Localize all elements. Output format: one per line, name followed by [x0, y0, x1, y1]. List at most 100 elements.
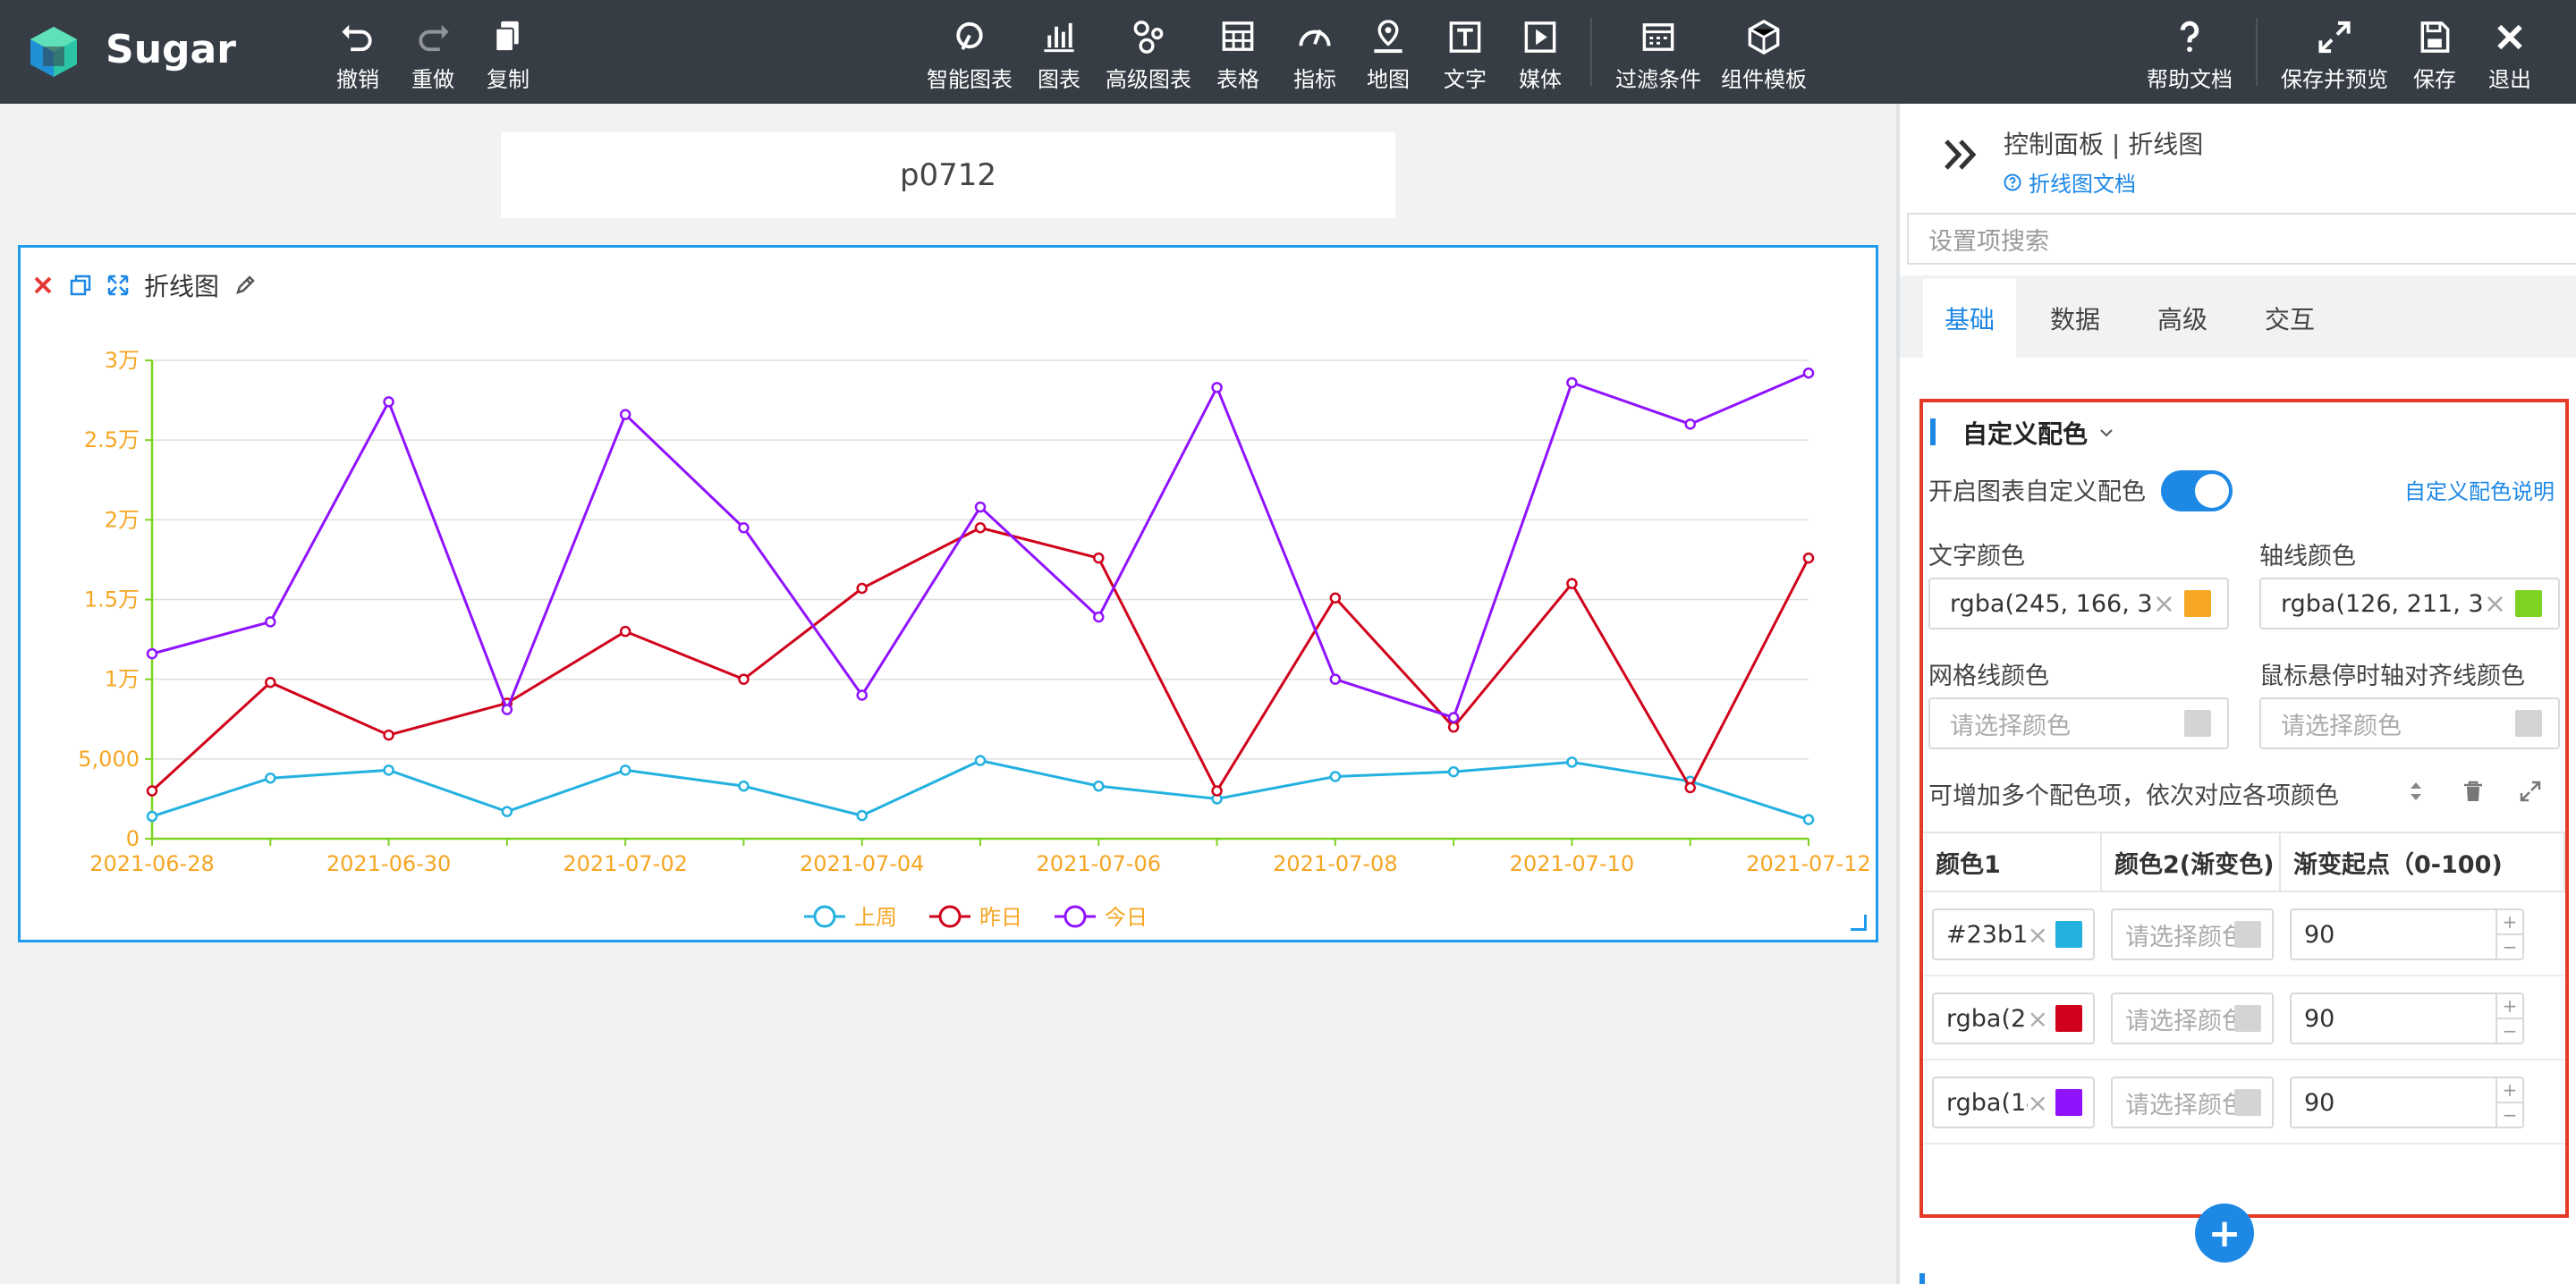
text-button[interactable]: 文字: [1444, 18, 1487, 93]
axis-color-input[interactable]: rgba(126, 211, 33, 1) ×: [2259, 578, 2560, 629]
advanced-chart-icon: [1133, 21, 1164, 54]
chevron-down-icon: [2100, 429, 2113, 437]
maximize-icon[interactable]: [2517, 778, 2544, 805]
table-icon: [1222, 21, 1254, 51]
data-point: [501, 704, 513, 715]
hover-line-color-swatch[interactable]: [2515, 710, 2542, 737]
metric-button[interactable]: 指标: [1293, 18, 1336, 93]
collapse-panel-icon[interactable]: [1941, 134, 1982, 175]
color2-input[interactable]: 请选择颜色: [2111, 1077, 2274, 1128]
edit-pencil-icon[interactable]: [233, 274, 257, 297]
color1-input[interactable]: #23b1e0 ×: [1932, 908, 2095, 960]
color1-input[interactable]: rgba(208, 2, 27, 1) ×: [1932, 993, 2095, 1044]
undo-button[interactable]: 撤销: [336, 18, 379, 93]
data-point: [619, 764, 631, 776]
save-preview-button[interactable]: 保存并预览: [2281, 18, 2388, 93]
copy-button[interactable]: 复制: [487, 18, 530, 93]
filter-button[interactable]: 过滤条件: [1615, 18, 1701, 93]
legend-marker: [938, 905, 962, 928]
page-title[interactable]: p0712: [501, 132, 1395, 218]
clear-icon[interactable]: ×: [2027, 1003, 2048, 1034]
data-point: [738, 673, 750, 685]
color1-swatch[interactable]: [2055, 1089, 2082, 1116]
color2-swatch[interactable]: [2234, 921, 2261, 948]
stepper-controls[interactable]: + −: [2496, 910, 2522, 959]
save-button[interactable]: 保存: [2413, 18, 2456, 93]
resize-handle[interactable]: [1851, 915, 1867, 931]
x-tick-label: 2021-07-12: [1746, 851, 1870, 876]
add-color-button[interactable]: +: [2195, 1204, 2254, 1263]
data-point: [1329, 592, 1342, 604]
axis-color-swatch[interactable]: [2515, 590, 2542, 617]
line-chart-card[interactable]: 折线图 0 5,000 1万 1.5万 2万 2.5万 3万 2021-06-28 2021-0…: [18, 245, 1878, 942]
grid-color-swatch[interactable]: [2184, 710, 2211, 737]
clear-icon[interactable]: ×: [2483, 587, 2506, 620]
color1-swatch[interactable]: [2055, 921, 2082, 948]
template-button[interactable]: 组件模板: [1721, 18, 1807, 93]
grid-color-input[interactable]: 请选择颜色: [1928, 697, 2229, 749]
clear-icon[interactable]: ×: [2152, 587, 2175, 620]
fullscreen-icon[interactable]: [106, 274, 130, 297]
series-line: [151, 759, 1809, 822]
data-point: [974, 501, 987, 513]
color1-input[interactable]: rgba(144, 19, 254, 1) ×: [1932, 1077, 2095, 1128]
next-section-marker: [1919, 1273, 1925, 1284]
undo-icon: [342, 24, 372, 52]
data-point: [383, 729, 394, 741]
gradient-start-stepper[interactable]: 90 + −: [2290, 993, 2524, 1044]
settings-search-input[interactable]: 设置项搜索: [1907, 213, 2576, 265]
map-button[interactable]: 地图: [1367, 18, 1410, 93]
y-tick-label: 1.5万: [84, 587, 140, 612]
clear-icon[interactable]: ×: [2027, 919, 2048, 950]
text-color-swatch[interactable]: [2184, 590, 2211, 617]
text-icon: [1449, 21, 1481, 53]
sugar-logo-icon: [30, 27, 77, 77]
gradient-start-stepper[interactable]: 90 + −: [2290, 908, 2524, 960]
text-color-input[interactable]: rgba(245, 166, 35, 1) ×: [1928, 578, 2229, 629]
tab-basic[interactable]: 基础: [1923, 279, 2016, 358]
column-header-gradient-start: 渐变起点（0-100): [2281, 832, 2565, 892]
exit-button[interactable]: 退出: [2488, 18, 2531, 93]
duplicate-icon[interactable]: [69, 274, 92, 297]
section-title[interactable]: 自定义配色: [1962, 415, 2116, 451]
help-doc-button[interactable]: 帮助文档: [2147, 18, 2233, 93]
table-row: rgba(208, 2, 27, 1) × 请选择颜色 90 +−: [1923, 976, 2565, 1060]
smart-chart-button[interactable]: 智能图表: [927, 18, 1013, 93]
stepper-controls[interactable]: + −: [2496, 994, 2522, 1043]
color2-swatch[interactable]: [2234, 1089, 2261, 1116]
data-point: [1566, 756, 1578, 768]
media-button[interactable]: 媒体: [1519, 18, 1562, 93]
gradient-start-stepper[interactable]: 90 + −: [2290, 1077, 2524, 1128]
data-point: [1093, 611, 1105, 623]
card-title: 折线图: [144, 272, 220, 301]
color1-swatch[interactable]: [2055, 1005, 2082, 1032]
sort-icon[interactable]: [2402, 778, 2429, 805]
stepper-controls[interactable]: + −: [2496, 1078, 2522, 1127]
custom-color-help-link[interactable]: 自定义配色说明: [2404, 479, 2555, 504]
redo-icon: [419, 24, 449, 52]
delete-icon[interactable]: [31, 274, 55, 297]
trash-icon[interactable]: [2460, 778, 2487, 805]
data-point: [1211, 382, 1223, 393]
tab-advanced[interactable]: 高级: [2157, 305, 2207, 334]
color2-input[interactable]: 请选择颜色: [2111, 993, 2274, 1044]
enable-custom-color-toggle[interactable]: [2161, 470, 2233, 511]
tab-data[interactable]: 数据: [2049, 305, 2100, 334]
color2-swatch[interactable]: [2234, 1005, 2261, 1032]
data-point: [738, 780, 750, 792]
data-point: [501, 806, 513, 817]
advanced-chart-button[interactable]: 高级图表: [1106, 18, 1191, 93]
chart-doc-link[interactable]: 折线图文档: [2004, 166, 2136, 198]
redo-button[interactable]: 重做: [411, 18, 454, 93]
media-icon: [1524, 21, 1556, 53]
data-point: [1211, 785, 1223, 797]
x-tick-label: 2021-07-02: [563, 851, 687, 876]
chart-button[interactable]: 图表: [1038, 18, 1080, 93]
clear-icon[interactable]: ×: [2027, 1087, 2048, 1118]
data-point: [1093, 780, 1105, 792]
table-button[interactable]: 表格: [1216, 18, 1259, 93]
save-icon: [2420, 21, 2450, 53]
color2-input[interactable]: 请选择颜色: [2111, 908, 2274, 960]
tab-interaction[interactable]: 交互: [2264, 305, 2315, 334]
hover-line-color-input[interactable]: 请选择颜色: [2259, 697, 2560, 749]
